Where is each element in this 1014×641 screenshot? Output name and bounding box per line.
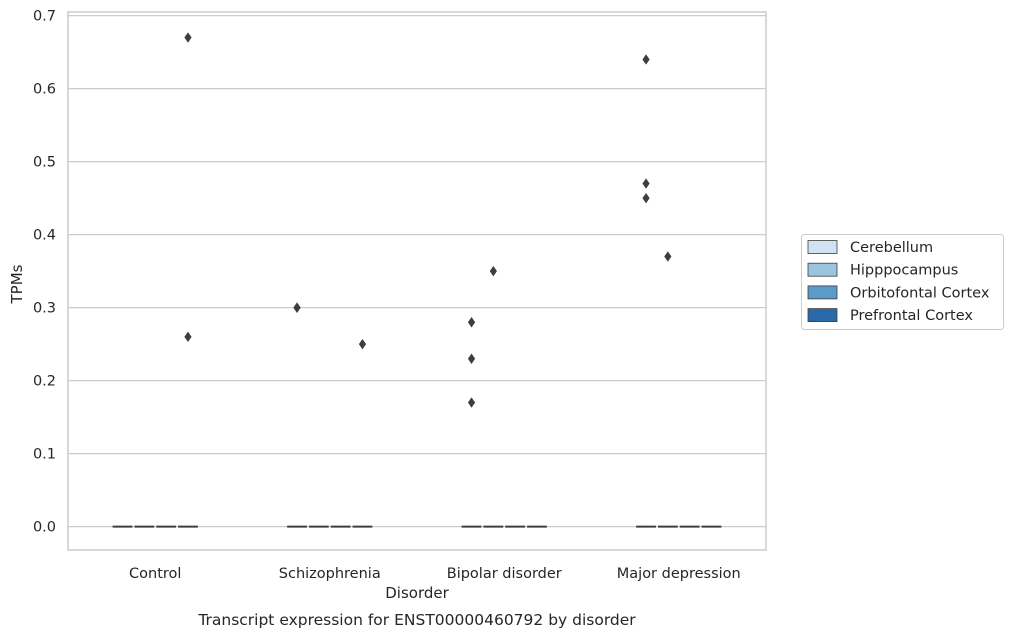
- legend-label: Prefrontal Cortex: [850, 308, 973, 324]
- y-tick-label: 0.1: [33, 447, 56, 463]
- chart-title: Transcript expression for ENST0000046079…: [197, 611, 636, 629]
- legend-label: Cerebellum: [850, 240, 933, 256]
- outlier-point: [184, 32, 192, 43]
- legend-items: Cerebellum Hipppocampus Orbitofontal Corte…: [807, 240, 990, 324]
- plot-border: [67, 11, 767, 551]
- outlier-point: [467, 397, 476, 408]
- x-tick-label: Major depression: [617, 566, 741, 582]
- x-tick-label: Bipolar disorder: [447, 566, 562, 582]
- outlier-point: [467, 317, 476, 328]
- y-tick-label: 0.4: [33, 228, 56, 244]
- legend-label: Orbitofontal Cortex: [850, 285, 990, 301]
- outliers-layer: [184, 32, 672, 408]
- outlier-point: [467, 353, 476, 364]
- axes-frame: [67, 11, 767, 551]
- x-axis-label: Disorder: [385, 584, 449, 602]
- y-tick-labels: 0.0 0.1 0.2 0.3 0.4 0.5 0.6 0.7: [33, 9, 56, 536]
- y-tick-label: 0.2: [33, 374, 56, 390]
- legend-swatch: [807, 240, 838, 254]
- x-tick-labels: Control Schizophrenia Bipolar disorder Majo…: [129, 566, 741, 582]
- legend-frame: [801, 234, 1004, 330]
- x-tick-label: Control: [129, 566, 181, 582]
- legend-swatch: [807, 262, 838, 277]
- y-tick-label: 0.5: [33, 155, 56, 171]
- legend-swatch: [807, 308, 838, 323]
- y-axis-label: TPMs: [8, 264, 26, 304]
- outlier-point: [489, 265, 497, 277]
- y-tick-label: 0.0: [33, 520, 56, 536]
- y-tick-label: 0.3: [33, 301, 56, 317]
- y-tick-label: 0.6: [33, 82, 56, 98]
- legend: Cerebellum Hipppocampus Orbitofontal Corte…: [801, 234, 1004, 330]
- outlier-point: [642, 178, 650, 189]
- legend-swatch: [807, 285, 838, 300]
- outlier-point: [642, 54, 650, 65]
- y-tick-label: 0.7: [33, 9, 56, 25]
- outlier-point: [184, 331, 192, 343]
- outlier-point: [358, 338, 367, 350]
- legend-label: Hipppocampus: [850, 263, 958, 279]
- outlier-point: [642, 192, 650, 204]
- grid-layer: [68, 15, 766, 528]
- x-tick-label: Schizophrenia: [279, 566, 381, 582]
- outlier-point: [664, 251, 672, 262]
- outlier-point: [293, 302, 301, 313]
